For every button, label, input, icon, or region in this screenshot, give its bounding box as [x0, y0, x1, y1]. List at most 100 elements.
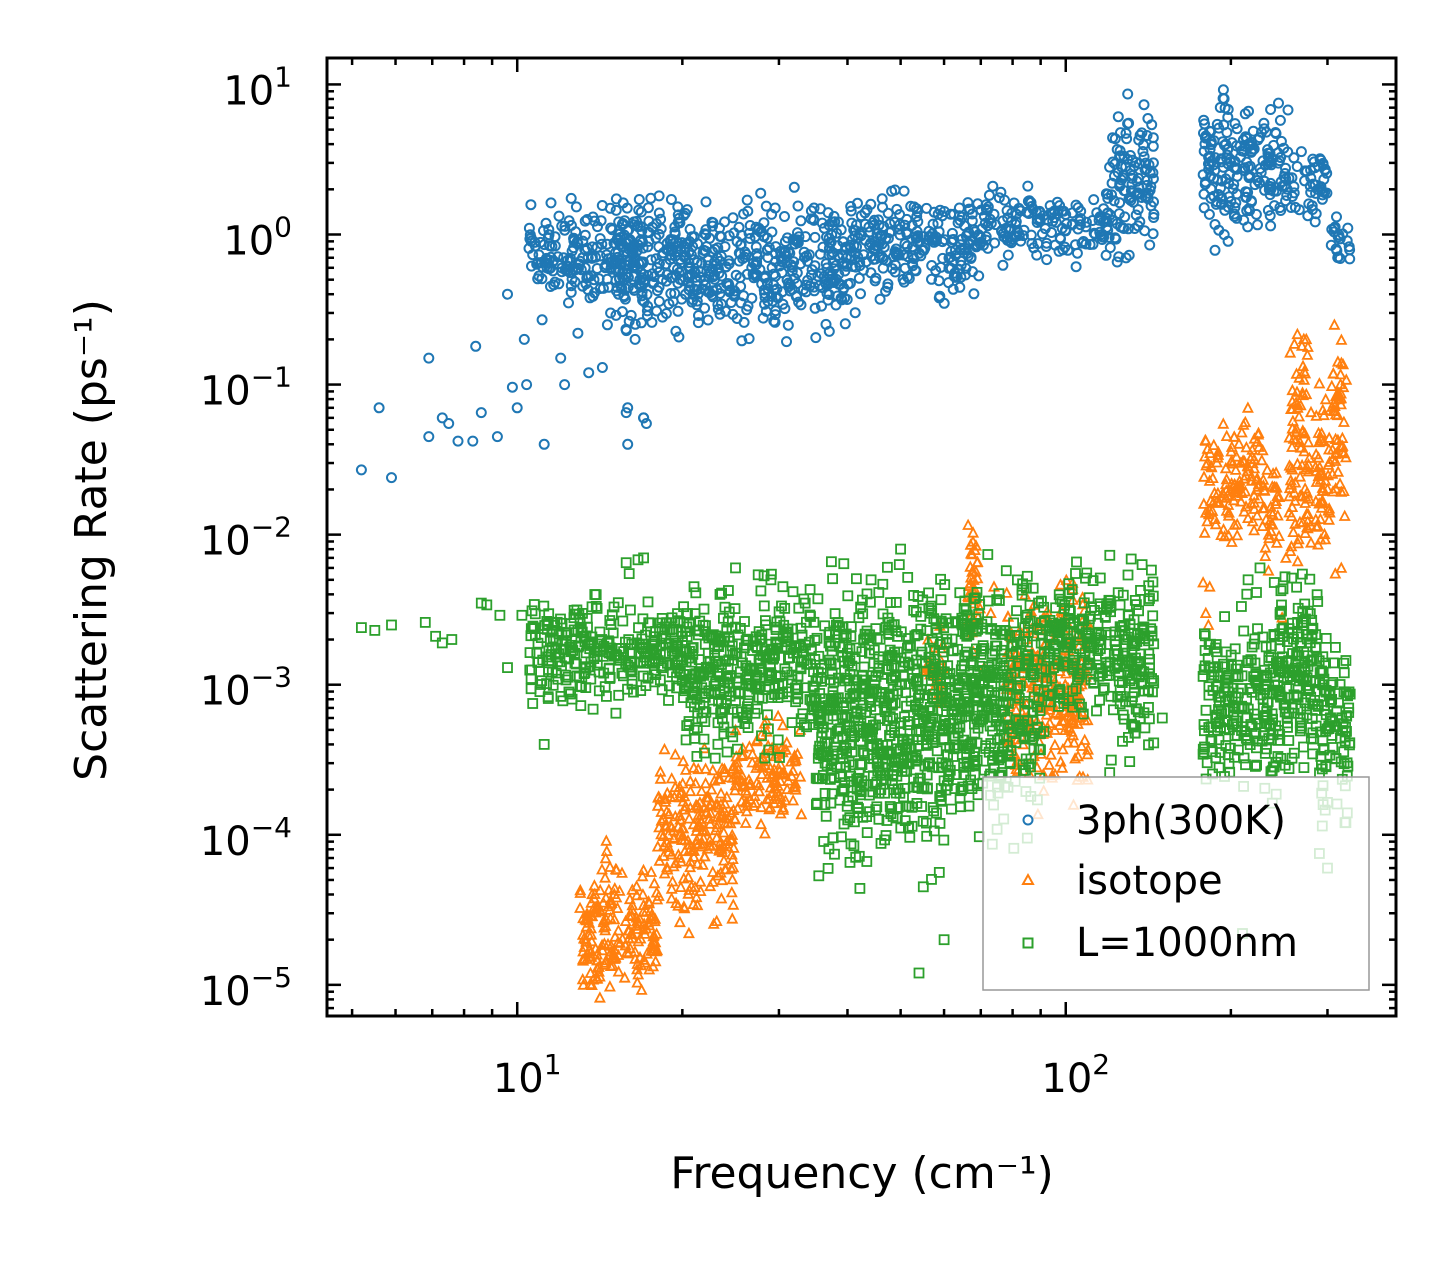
- data-point: [970, 710, 981, 722]
- data-point: [669, 748, 682, 760]
- data-point: [766, 692, 778, 703]
- data-point: [1305, 164, 1317, 176]
- data-point: [939, 715, 951, 727]
- data-point: [646, 268, 658, 280]
- data-point: [1270, 536, 1283, 548]
- data-point: [1036, 228, 1048, 240]
- data-point: [858, 727, 870, 739]
- data-point: [739, 642, 750, 654]
- data-point: [1011, 605, 1022, 617]
- data-point: [1205, 136, 1217, 148]
- data-point: [1104, 549, 1116, 561]
- data-point: [1019, 659, 1031, 671]
- data-point: [591, 603, 603, 614]
- data-point: [1141, 130, 1153, 141]
- data-point: [1065, 606, 1076, 617]
- series-cloud: [1258, 463, 1286, 576]
- data-point: [560, 669, 571, 681]
- data-point: [1114, 177, 1126, 189]
- data-point: [599, 851, 612, 864]
- data-point: [1335, 397, 1347, 410]
- data-point: [997, 259, 1009, 271]
- data-point: [906, 257, 918, 269]
- data-point: [599, 956, 612, 968]
- data-point: [882, 561, 893, 573]
- data-point: [970, 592, 981, 604]
- data-point: [865, 574, 877, 586]
- data-point: [612, 965, 625, 977]
- data-point: [658, 742, 671, 755]
- data-point: [1208, 512, 1221, 524]
- data-point: [1286, 383, 1299, 396]
- data-point: [635, 685, 647, 696]
- data-point: [1122, 631, 1134, 643]
- data-point: [661, 863, 674, 875]
- series-cloud: [651, 741, 742, 939]
- data-point: [662, 845, 675, 857]
- data-point: [612, 228, 624, 240]
- data-point: [1286, 414, 1299, 426]
- data-point: [760, 305, 772, 317]
- data-point: [904, 640, 916, 652]
- data-point: [650, 669, 662, 680]
- data-point: [809, 231, 821, 243]
- data-point: [869, 275, 881, 287]
- data-point: [1062, 641, 1073, 653]
- data-point: [662, 657, 673, 669]
- data-point: [1259, 549, 1272, 561]
- data-point: [996, 751, 1007, 762]
- data-point: [620, 254, 632, 266]
- data-point: [636, 888, 649, 900]
- data-point: [771, 744, 784, 757]
- data-point: [563, 215, 575, 227]
- data-point: [771, 283, 783, 295]
- data-point: [632, 221, 644, 233]
- data-point: [712, 738, 724, 750]
- data-point: [721, 278, 733, 289]
- data-point: [1035, 728, 1046, 739]
- data-point: [565, 192, 577, 204]
- data-point: [865, 267, 877, 279]
- data-point: [856, 681, 868, 693]
- data-point: [692, 707, 704, 719]
- data-point: [1246, 146, 1258, 157]
- data-point: [1265, 104, 1277, 115]
- data-point: [1120, 252, 1132, 264]
- data-point: [795, 807, 808, 820]
- data-point: [704, 839, 717, 851]
- data-point: [1238, 625, 1250, 637]
- data-point: [1327, 485, 1339, 497]
- data-point: [753, 784, 766, 797]
- data-point: [796, 629, 808, 641]
- data-point: [971, 713, 983, 725]
- data-point: [1020, 611, 1031, 623]
- data-point: [943, 770, 954, 782]
- data-point: [656, 684, 668, 696]
- data-point: [1235, 426, 1248, 438]
- data-point: [781, 782, 794, 795]
- data-point: [949, 271, 961, 283]
- data-point: [665, 194, 677, 205]
- data-point: [1335, 561, 1348, 573]
- data-point: [1000, 586, 1013, 598]
- data-point: [1061, 218, 1073, 230]
- data-point: [1047, 215, 1059, 227]
- data-point: [1305, 536, 1317, 548]
- data-point: [1296, 458, 1309, 471]
- data-point: [805, 213, 817, 225]
- data-point: [804, 584, 816, 595]
- data-point: [1282, 104, 1294, 116]
- data-point: [584, 977, 597, 989]
- data-point: [746, 292, 758, 304]
- data-point: [742, 773, 755, 785]
- data-point: [1290, 422, 1303, 434]
- data-point: [861, 827, 873, 838]
- data-point: [1258, 117, 1270, 129]
- data-point: [763, 744, 775, 756]
- data-point: [634, 932, 647, 944]
- data-point: [901, 240, 913, 252]
- data-point: [638, 412, 650, 424]
- data-point: [727, 803, 740, 815]
- data-point: [1321, 167, 1333, 179]
- data-point: [690, 824, 703, 836]
